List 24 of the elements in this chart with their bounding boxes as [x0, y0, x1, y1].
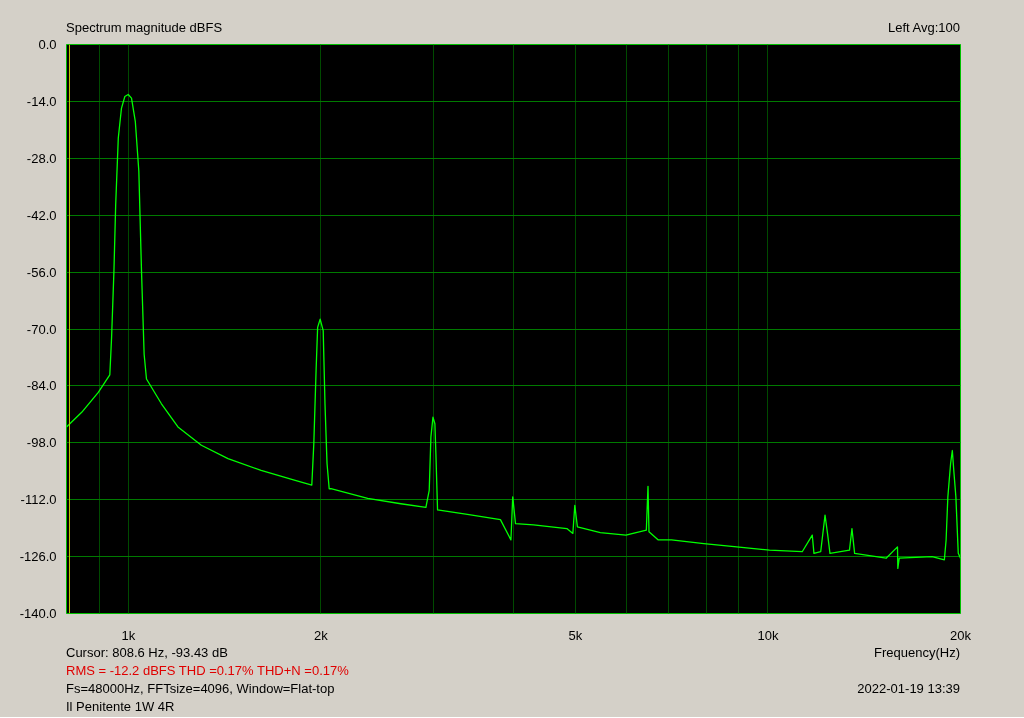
text: 2022-01-19 13:39	[857, 681, 960, 697]
y-tick-label: -112.0	[20, 492, 57, 508]
x-tick-label: 1k	[121, 627, 136, 643]
text: Left Avg:100	[887, 20, 960, 36]
x-tick-label: 2k	[314, 627, 329, 643]
y-tick-label: -42.0	[26, 207, 57, 223]
y-tick-label: -56.0	[26, 264, 57, 280]
x-tick-label: 20k	[950, 627, 972, 643]
text: Fs=48000Hz, FFTsize=4096, Window=Flat-top	[66, 681, 335, 697]
y-tick-label: -140.0	[19, 606, 57, 621]
x-tick-label: 10k	[757, 627, 779, 643]
y-tick-label: -126.0	[19, 549, 57, 565]
x-axis-title: Frequency(Hz)	[874, 645, 960, 661]
y-tick-label: -84.0	[26, 378, 57, 394]
text: Cursor: 808.6 Hz, -93.43 dB	[66, 645, 228, 661]
y-tick-label: -98.0	[26, 435, 57, 451]
y-tick-label: -28.0	[26, 150, 57, 166]
text: RMS = -12.2 dBFS THD =0.17% THD+N =0.17%	[66, 663, 349, 679]
y-tick-label: -70.0	[26, 321, 57, 337]
text: Il Penitente 1W 4R	[66, 699, 175, 715]
y-tick-label: 0.0	[38, 37, 57, 52]
chart-title: Spectrum magnitude dBFS	[66, 20, 223, 36]
y-tick-label: -14.0	[26, 93, 57, 109]
x-tick-label: 5k	[568, 627, 583, 643]
